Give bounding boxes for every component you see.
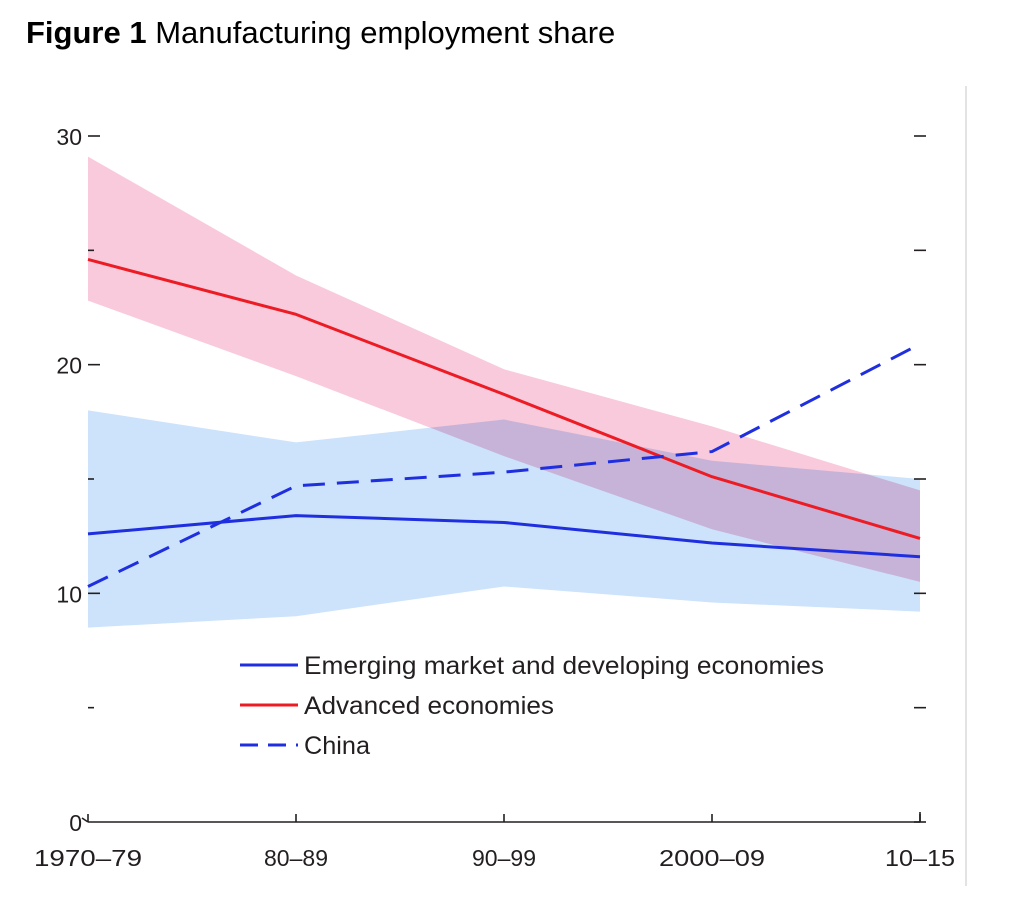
legend-label-advanced-economies: Advanced economies bbox=[304, 692, 554, 720]
axes: 1970–79 80–89 90–99 2000–09 10–15 0 10 20 30 bbox=[34, 86, 967, 886]
y-tick-label: 0 bbox=[69, 810, 82, 836]
y-tick bbox=[81, 817, 89, 823]
y-tick-label: 10 bbox=[56, 581, 82, 607]
legend: Emerging market and developing economies… bbox=[240, 652, 824, 760]
legend-label-china: China bbox=[304, 732, 370, 760]
x-tick-label: 10–15 bbox=[885, 845, 955, 871]
y-tick-label: 30 bbox=[56, 124, 82, 150]
series-lines bbox=[87, 258, 921, 588]
x-tick-label: 80–89 bbox=[264, 845, 328, 871]
confidence-bands bbox=[88, 156, 920, 628]
line-china bbox=[87, 342, 921, 588]
x-tick-label: 1970–79 bbox=[34, 845, 142, 871]
figure-number: Figure 1 bbox=[26, 15, 147, 50]
legend-label-emerging-market-and-developing-economies: Emerging market and developing economies bbox=[304, 652, 824, 680]
x-tick-label: 90–99 bbox=[472, 845, 536, 871]
y-tick-label: 20 bbox=[56, 353, 82, 379]
figure-title: Figure 1 Manufacturing employment share bbox=[26, 14, 615, 52]
x-tick-label: 2000–09 bbox=[659, 845, 765, 871]
figure-title-text: Manufacturing employment share bbox=[155, 15, 616, 50]
